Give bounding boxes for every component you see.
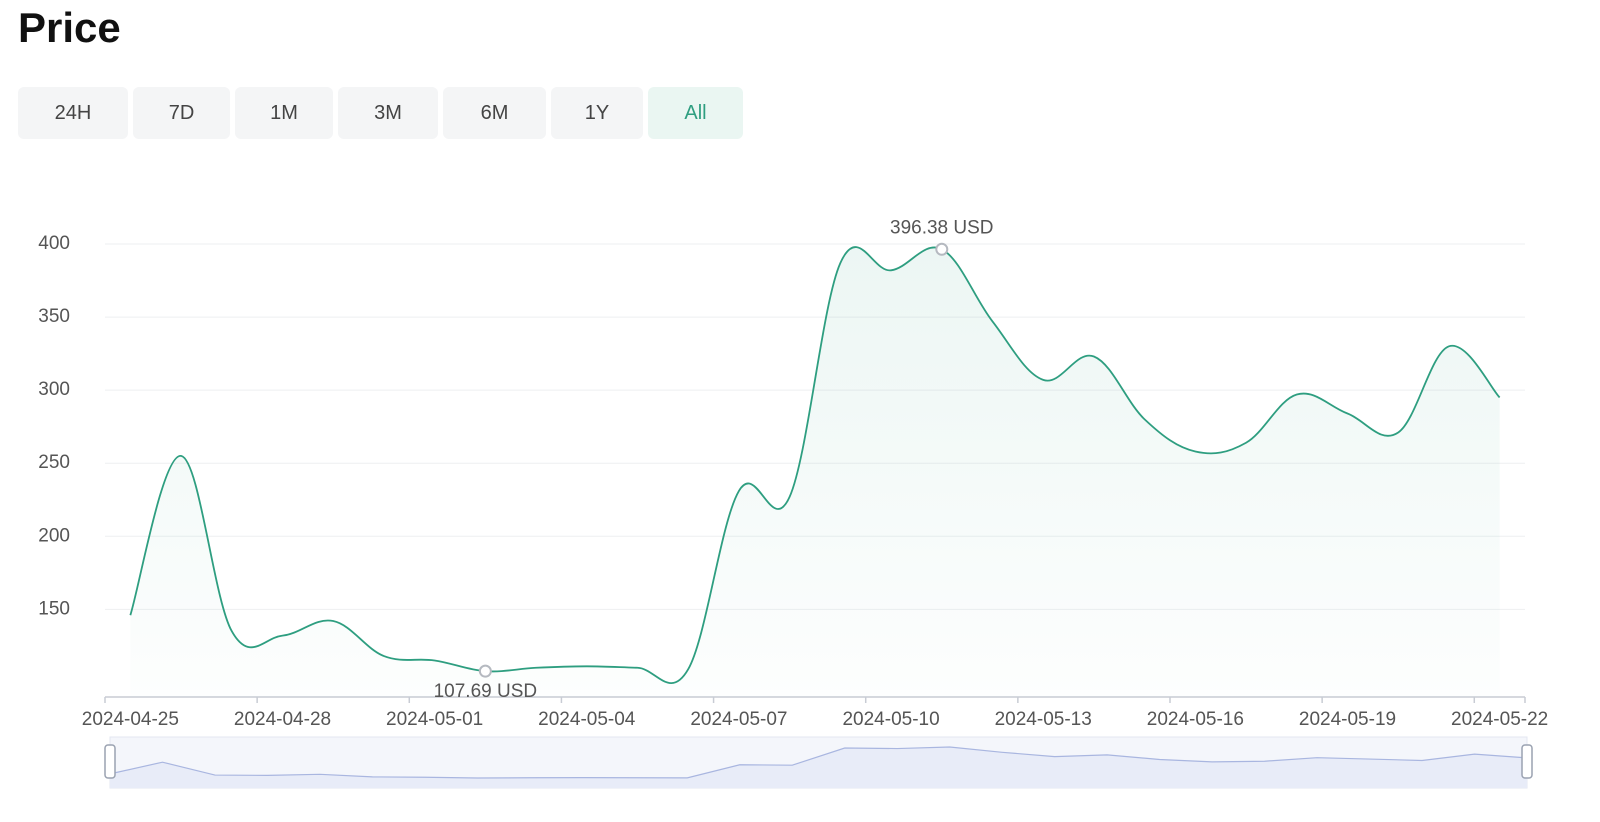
range-button[interactable]: 1M <box>235 87 333 139</box>
x-tick-label: 2024-04-28 <box>234 709 331 730</box>
range-button[interactable]: 24H <box>18 87 128 139</box>
range-selector: 24H 7D 1M 3M 6M 1Y All <box>18 87 743 139</box>
range-button[interactable]: 6M <box>443 87 546 139</box>
range-button[interactable]: 1Y <box>551 87 643 139</box>
slider-handle[interactable] <box>104 744 116 779</box>
y-tick-label: 200 <box>38 525 70 546</box>
x-tick-label: 2024-05-19 <box>1299 709 1396 730</box>
area <box>130 247 1500 697</box>
slider-handle[interactable] <box>1521 744 1533 779</box>
x-tick-label: 2024-05-13 <box>995 709 1092 730</box>
range-button[interactable]: 3M <box>338 87 438 139</box>
slider-line <box>109 746 1528 779</box>
x-tick-label: 2024-05-07 <box>690 709 787 730</box>
y-tick-label: 250 <box>38 452 70 473</box>
x-tick-label: 2024-05-04 <box>538 709 636 730</box>
mark-point <box>935 242 949 256</box>
range-button[interactable]: 7D <box>133 87 230 139</box>
page-title: Price <box>18 4 121 51</box>
x-tick-label: 2024-04-25 <box>82 709 179 730</box>
x-tick-label: 2024-05-01 <box>386 709 483 730</box>
slider-area <box>110 747 1527 788</box>
y-tick-label: 300 <box>38 379 70 400</box>
y-tick-label: 350 <box>38 306 70 327</box>
x-tick-label: 2024-05-16 <box>1147 709 1244 730</box>
price-line <box>129 246 1501 684</box>
value-label: 396.38 USD <box>890 217 994 238</box>
range-button[interactable]: All <box>648 87 743 139</box>
value-label: 107.69 USD <box>434 681 538 702</box>
y-tick-label: 400 <box>38 233 70 254</box>
x-tick-label: 2024-05-10 <box>842 709 939 730</box>
y-tick-label: 150 <box>38 598 70 619</box>
mark-point <box>478 664 492 678</box>
x-tick-label: 2024-05-22 <box>1451 709 1548 730</box>
